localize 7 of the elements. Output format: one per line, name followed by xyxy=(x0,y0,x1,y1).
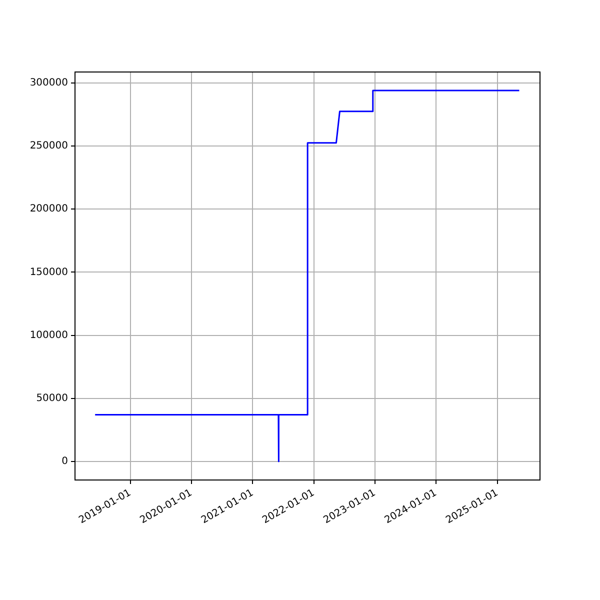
y-tick-label: 300000 xyxy=(30,78,68,89)
y-tick-label: 100000 xyxy=(30,330,68,341)
y-tick-label: 50000 xyxy=(36,392,68,404)
y-tick-label: 0 xyxy=(62,456,68,468)
y-tick-label: 150000 xyxy=(30,266,68,278)
y-tick-label: 200000 xyxy=(30,204,68,215)
y-tick-label: 250000 xyxy=(30,140,68,152)
